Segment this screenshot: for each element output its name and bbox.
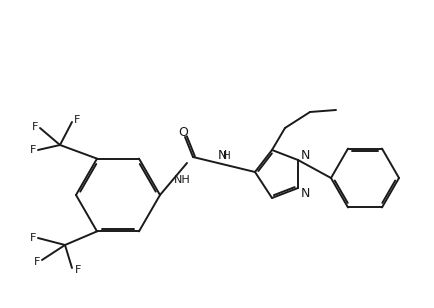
Text: N: N: [300, 187, 310, 200]
Text: N: N: [300, 148, 310, 161]
Text: F: F: [30, 145, 36, 155]
Text: F: F: [74, 115, 80, 125]
Text: F: F: [32, 122, 38, 132]
Text: F: F: [30, 233, 36, 243]
Text: F: F: [75, 265, 81, 275]
Text: O: O: [178, 125, 187, 139]
Text: N: N: [217, 149, 226, 162]
Text: NH: NH: [174, 175, 191, 185]
Text: H: H: [223, 151, 230, 160]
Text: F: F: [34, 257, 40, 267]
